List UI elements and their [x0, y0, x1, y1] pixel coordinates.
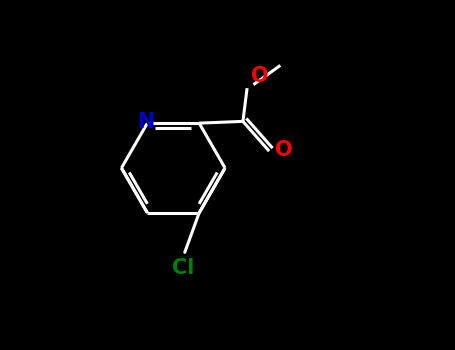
Text: O: O	[275, 140, 293, 160]
Text: Cl: Cl	[172, 258, 194, 278]
Text: O: O	[251, 66, 269, 86]
Text: N: N	[137, 112, 154, 132]
